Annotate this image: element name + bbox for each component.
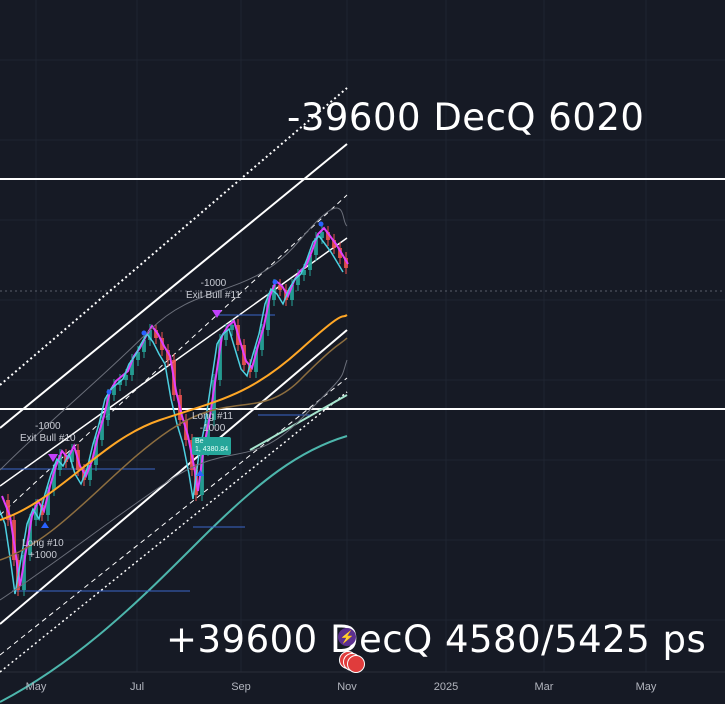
- upper-band-line: [0, 207, 348, 471]
- long-ma-line: [0, 435, 348, 703]
- channel-lower-dashed-line: [0, 377, 348, 656]
- x-tick-label: Jul: [129, 681, 145, 693]
- trade-label-line: Long #10: [22, 538, 64, 549]
- pivot-marker: [106, 389, 112, 395]
- candle-body: [302, 270, 306, 275]
- trade-label-exit-bull-11: -1000 Exit Bull #11: [186, 278, 241, 302]
- channel-lower-dotted-line: [0, 391, 348, 673]
- aqua-ma-line: [0, 234, 344, 595]
- trade-label-line: Exit Bull #10: [20, 433, 76, 444]
- x-tick-label: Mar: [534, 681, 554, 693]
- trade-label-exit-bull-10: -1000 Exit Bull #10: [20, 421, 76, 445]
- candle-body: [46, 490, 50, 515]
- trade-label-line: Long #11: [192, 411, 233, 422]
- x-tick-label: Nov: [337, 681, 357, 693]
- candle-body: [112, 385, 116, 395]
- buy-signal-marker: [41, 522, 49, 528]
- candle-body: [52, 470, 56, 490]
- candle-body: [266, 300, 270, 330]
- candle-body: [28, 520, 32, 555]
- bolt-icon[interactable]: ⚡: [338, 628, 356, 646]
- candle-body: [88, 465, 92, 480]
- badge-line: 1, 4380.84: [195, 446, 229, 453]
- trade-label-long-10: Long #10 +1000: [22, 538, 64, 562]
- candle-body: [344, 258, 348, 268]
- channel-upper-dotted-line: [0, 87, 348, 386]
- top-annotation: -39600 DecQ 6020: [287, 96, 645, 139]
- channel-lower-line: [0, 329, 348, 625]
- candle-body: [308, 255, 312, 270]
- candle-body: [106, 395, 110, 420]
- flag-icon[interactable]: [347, 655, 365, 673]
- candle-body: [218, 340, 222, 380]
- candle-body: [136, 352, 140, 360]
- pivot-marker: [318, 221, 324, 227]
- candle-body: [230, 325, 234, 330]
- sell-signal-marker: [212, 310, 222, 318]
- candle-body: [130, 360, 134, 375]
- trade-label-line: -1000: [199, 423, 226, 434]
- candle-body: [166, 350, 170, 360]
- x-tick-label: May: [25, 681, 47, 693]
- candle-body: [332, 240, 336, 248]
- candle-body: [260, 330, 264, 350]
- position-badge[interactable]: Be 1, 4380.84: [192, 437, 232, 455]
- x-tick-label: May: [635, 681, 657, 693]
- fast-ma-line: [1, 226, 349, 587]
- lower-band-line: [0, 359, 348, 601]
- candle-body: [254, 350, 258, 372]
- x-tick-label: Sep: [231, 681, 251, 693]
- candle-body: [34, 505, 38, 520]
- bottom-annotation: +39600 DecQ 4580/5425 ps: [166, 618, 707, 661]
- candle-body: [326, 232, 330, 240]
- buy-signal-marker: [196, 470, 204, 476]
- candle-body: [100, 420, 104, 440]
- candle-body: [118, 380, 122, 385]
- candle-body: [320, 232, 324, 238]
- trade-label-line: -1000: [200, 278, 227, 289]
- trade-label-line: -1000: [35, 421, 61, 432]
- candle-body: [142, 340, 146, 352]
- slow-ma-line: [0, 337, 348, 561]
- candle-body: [314, 238, 318, 255]
- badge-line: Be: [195, 438, 204, 445]
- long-ma-upper-line: [249, 394, 348, 451]
- candle-body: [290, 285, 294, 300]
- mid-ma-line: [0, 314, 348, 521]
- candle-body: [224, 330, 228, 340]
- x-tick-label: 2025: [433, 681, 459, 693]
- candle-body: [148, 330, 152, 340]
- candle-body: [338, 248, 342, 258]
- candle-body: [200, 450, 204, 495]
- candle-body: [154, 330, 158, 338]
- pivot-marker: [272, 279, 278, 285]
- trade-label-line: +1000: [28, 550, 57, 561]
- candle-body: [70, 450, 74, 462]
- sell-signal-marker: [48, 454, 58, 462]
- candle-body: [296, 275, 300, 285]
- candle-body: [272, 285, 276, 300]
- candle-body: [278, 285, 282, 290]
- pivot-marker: [141, 330, 147, 336]
- candle-body: [124, 375, 128, 380]
- channel-upper-line: [0, 143, 348, 429]
- candle-body: [94, 440, 98, 465]
- candle-body: [22, 555, 26, 590]
- trade-label-line: Exit Bull #11: [186, 290, 241, 301]
- candle-body: [212, 380, 216, 420]
- candle-body: [248, 365, 252, 372]
- trade-label-long-11: Long #11 -1000: [192, 411, 233, 435]
- candle-body: [206, 420, 210, 450]
- candle-body: [40, 505, 44, 515]
